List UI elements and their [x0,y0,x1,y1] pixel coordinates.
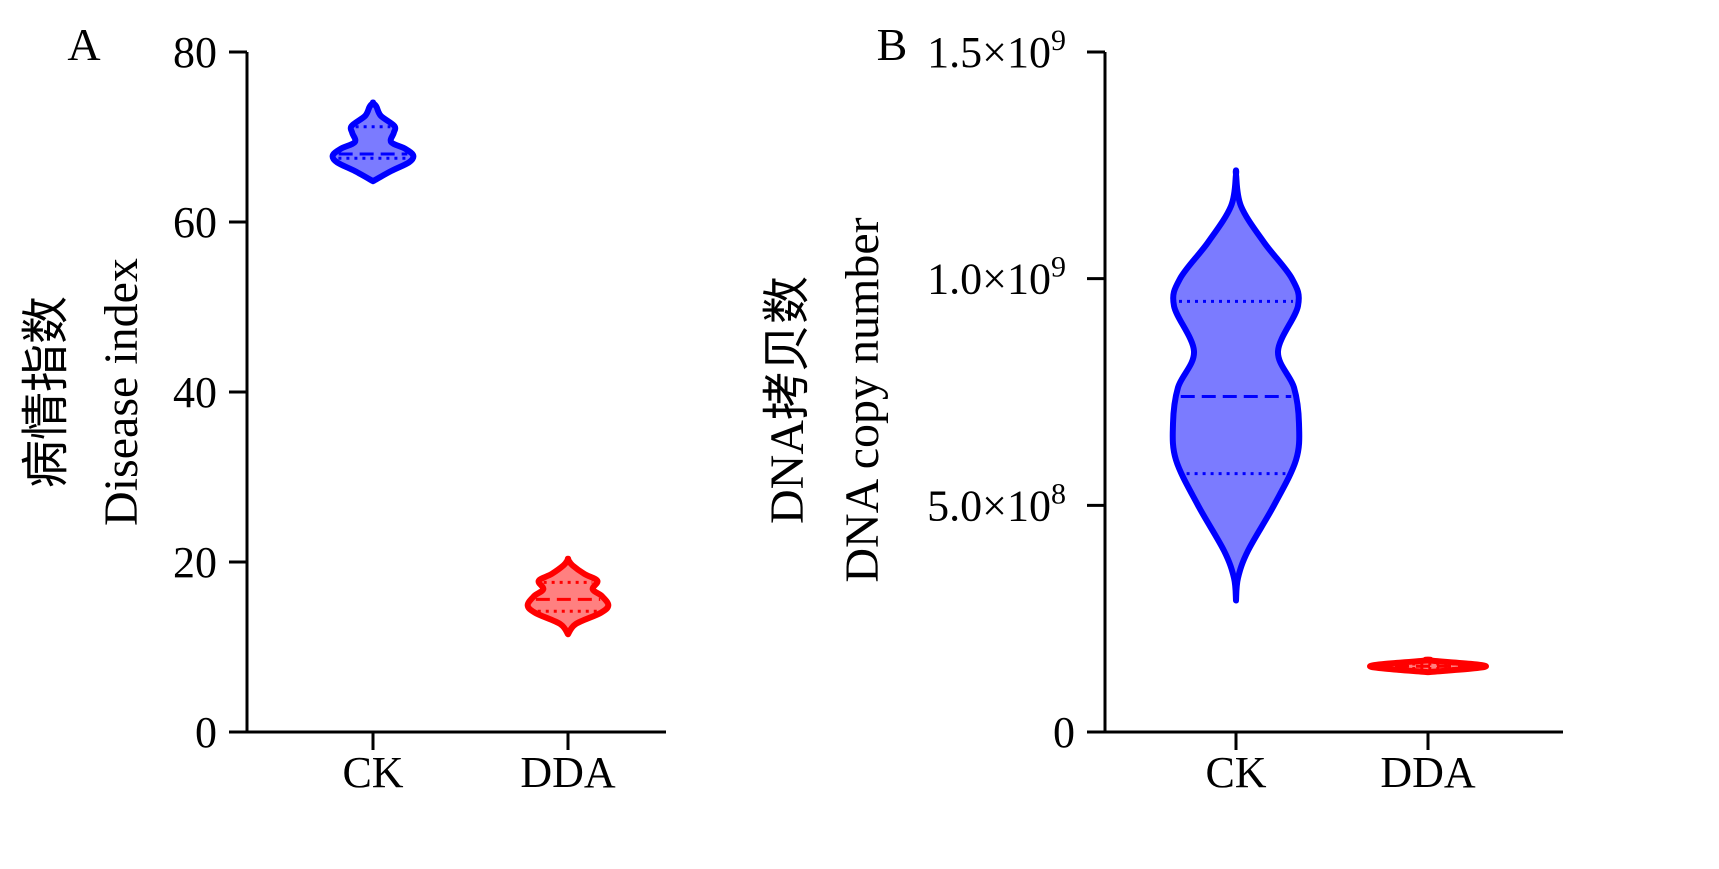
panel-b-label: B [877,19,908,70]
panel-a-violin-body-dda [524,555,612,638]
panel-a-y-tick-label: 80 [173,28,217,77]
panel-b-x-tick-label-dda: DDA [1380,748,1476,797]
panel-a-violin-body-ck [329,99,417,185]
panel-b-y-tick-label: 1.5×10 [927,28,1051,77]
panel-a-ylabel-cn: 病情指数 [20,296,73,488]
panel-a-violins [329,99,612,638]
panel-b-y-tick-label: 1.0×10 [927,255,1051,304]
panel-a-x-tick-label-ck: CK [342,748,403,797]
panel-a-y-tick-label: 40 [173,368,217,417]
panel-a-axes: 0 20 40 60 80 CK DDA [173,28,666,797]
panel-b-violin-body-ck [1169,167,1303,604]
panel-a-y-tick-label: 60 [173,198,217,247]
panel-b: B DNA拷贝数 DNA copy number 05.0×10 81.0×10 9… [761,19,1563,797]
panel-b-violins [1169,167,1489,676]
panel-b-y-tick-label: 0 [1053,708,1075,757]
panel-b-violin-ck [1169,167,1303,604]
panel-a: A 病情指数 Disease index 0 20 40 60 80 CK DDA [20,19,666,797]
panel-b-ylabel-cn: DNA拷贝数 [761,276,814,524]
panel-b-y-tick-label: 5.0×10 [927,481,1051,530]
panel-a-y-tick-label: 20 [173,538,217,587]
panel-a-label: A [67,19,100,70]
panel-b-y-tick-exponent: 8 [1051,477,1066,510]
panel-a-ylabel: Disease index [95,258,148,526]
panel-b-x-tick-label-ck: CK [1205,748,1266,797]
panel-a-violin-ck [329,99,417,185]
panel-a-x-tick-label-dda: DDA [520,748,616,797]
panel-b-y-tick-exponent: 9 [1051,251,1066,284]
panel-b-ylabel: DNA copy number [836,217,889,582]
panel-b-axes: 05.0×10 81.0×10 91.5×10 9CK DDA [927,24,1563,797]
panel-b-violin-dda [1367,656,1489,676]
panel-b-y-tick-exponent: 9 [1051,24,1066,57]
panel-a-y-tick-label: 0 [195,708,217,757]
panel-a-violin-dda [524,555,612,638]
